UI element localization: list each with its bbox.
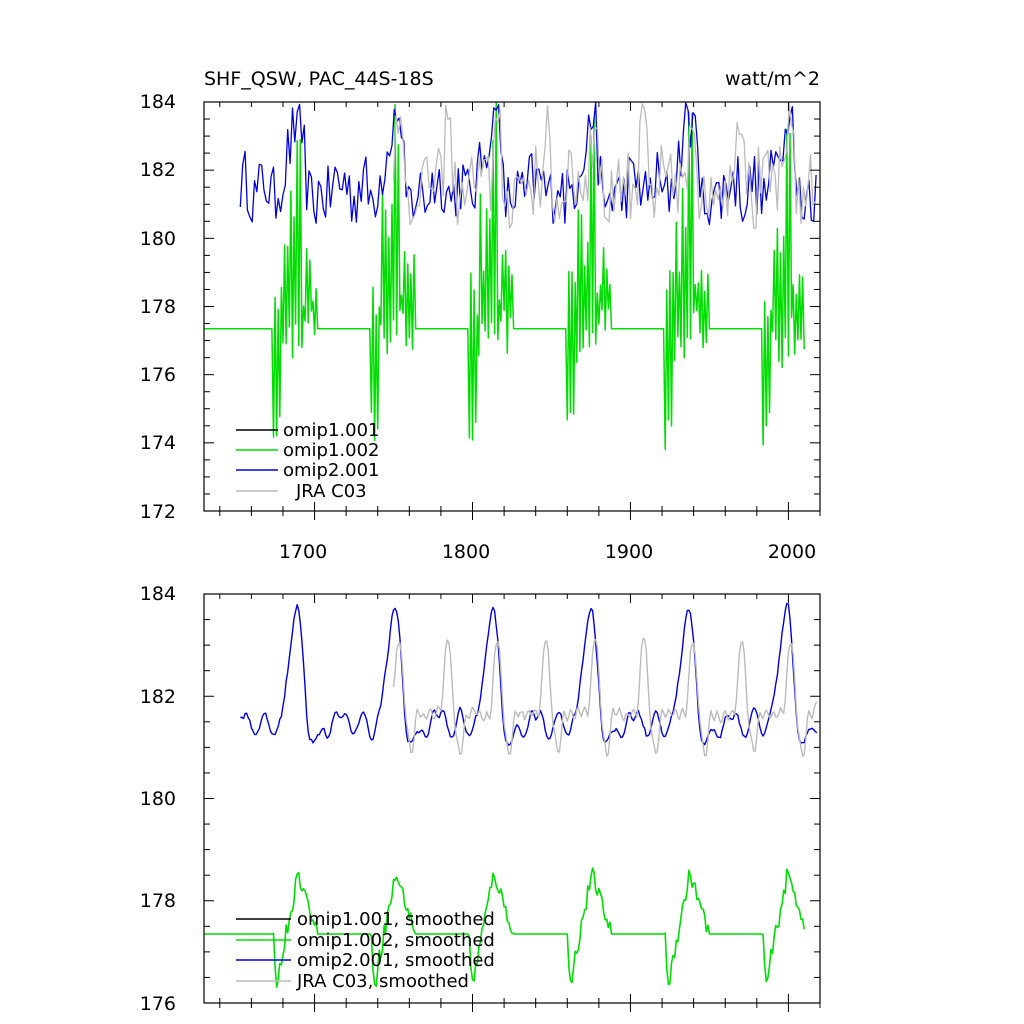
- series-line-jra: [392, 102, 816, 229]
- top-x-tick-label: 2000: [768, 541, 816, 563]
- top-y-tick-label: 180: [140, 228, 176, 250]
- legend-label-omip1-002: omip1.002: [283, 440, 380, 461]
- legend-label-omip1-001-smoothed: omip1.001, smoothed: [297, 909, 495, 930]
- top-y-tick-label: 174: [140, 432, 176, 454]
- legend-label-jra-smoothed: JRA C03, smoothed: [296, 971, 469, 992]
- bottom-panel: 184 182 180 178 176 omip1.001, smoothed …: [140, 583, 821, 1015]
- series-line-omip2-001: [239, 101, 817, 226]
- legend-label-omip2-001-smoothed: omip2.001, smoothed: [297, 950, 495, 971]
- bottom-legend: omip1.001, smoothed omip1.002, smoothed …: [236, 909, 495, 992]
- bottom-y-tick-label: 176: [140, 993, 176, 1015]
- bottom-y-tick-label: 180: [140, 788, 176, 810]
- legend-label-omip2-001: omip2.001: [283, 460, 380, 481]
- top-y-tick-label: 178: [140, 296, 176, 318]
- bottom-series-layer: [204, 602, 818, 988]
- legend-label-jra: JRA C03: [295, 481, 367, 502]
- top-units: watt/m^2: [725, 68, 820, 90]
- bottom-y-tick-labels: 184 182 180 178 176: [140, 583, 176, 1015]
- bottom-y-tick-label: 184: [140, 583, 176, 605]
- series-line-omip1-002: [204, 102, 805, 451]
- top-y-tick-label: 172: [140, 501, 176, 523]
- top-x-tick-labels: 1700 1800 1900 2000: [279, 541, 816, 563]
- series-line-jra-smoothed: [392, 637, 818, 757]
- legend-label-omip1-002-smoothed: omip1.002, smoothed: [297, 930, 495, 951]
- top-x-tick-label: 1900: [605, 541, 653, 563]
- top-series-layer: [204, 101, 817, 451]
- top-legend: omip1.001 omip1.002 omip2.001 JRA C03: [236, 420, 380, 502]
- series-line-omip1-002-smoothed: [204, 867, 805, 988]
- top-y-tick-label: 176: [140, 364, 176, 386]
- top-x-tick-label: 1800: [442, 541, 490, 563]
- top-y-tick-label: 182: [140, 159, 176, 181]
- top-y-tick-label: 184: [140, 91, 176, 113]
- bottom-axis-ticks: [204, 593, 821, 1012]
- bottom-y-tick-label: 182: [140, 686, 176, 708]
- top-axis-ticks: [204, 101, 821, 520]
- top-panel: SHF_QSW, PAC_44S-18S watt/m^2 184 182 18…: [140, 68, 821, 563]
- legend-label-omip1-001: omip1.001: [283, 420, 380, 441]
- top-title: SHF_QSW, PAC_44S-18S: [204, 68, 434, 90]
- top-x-tick-label: 1700: [279, 541, 327, 563]
- bottom-y-tick-label: 178: [140, 890, 176, 912]
- series-line-omip2-001-smoothed: [240, 602, 818, 746]
- top-y-tick-labels: 184 182 180 178 176 174 172: [140, 91, 176, 523]
